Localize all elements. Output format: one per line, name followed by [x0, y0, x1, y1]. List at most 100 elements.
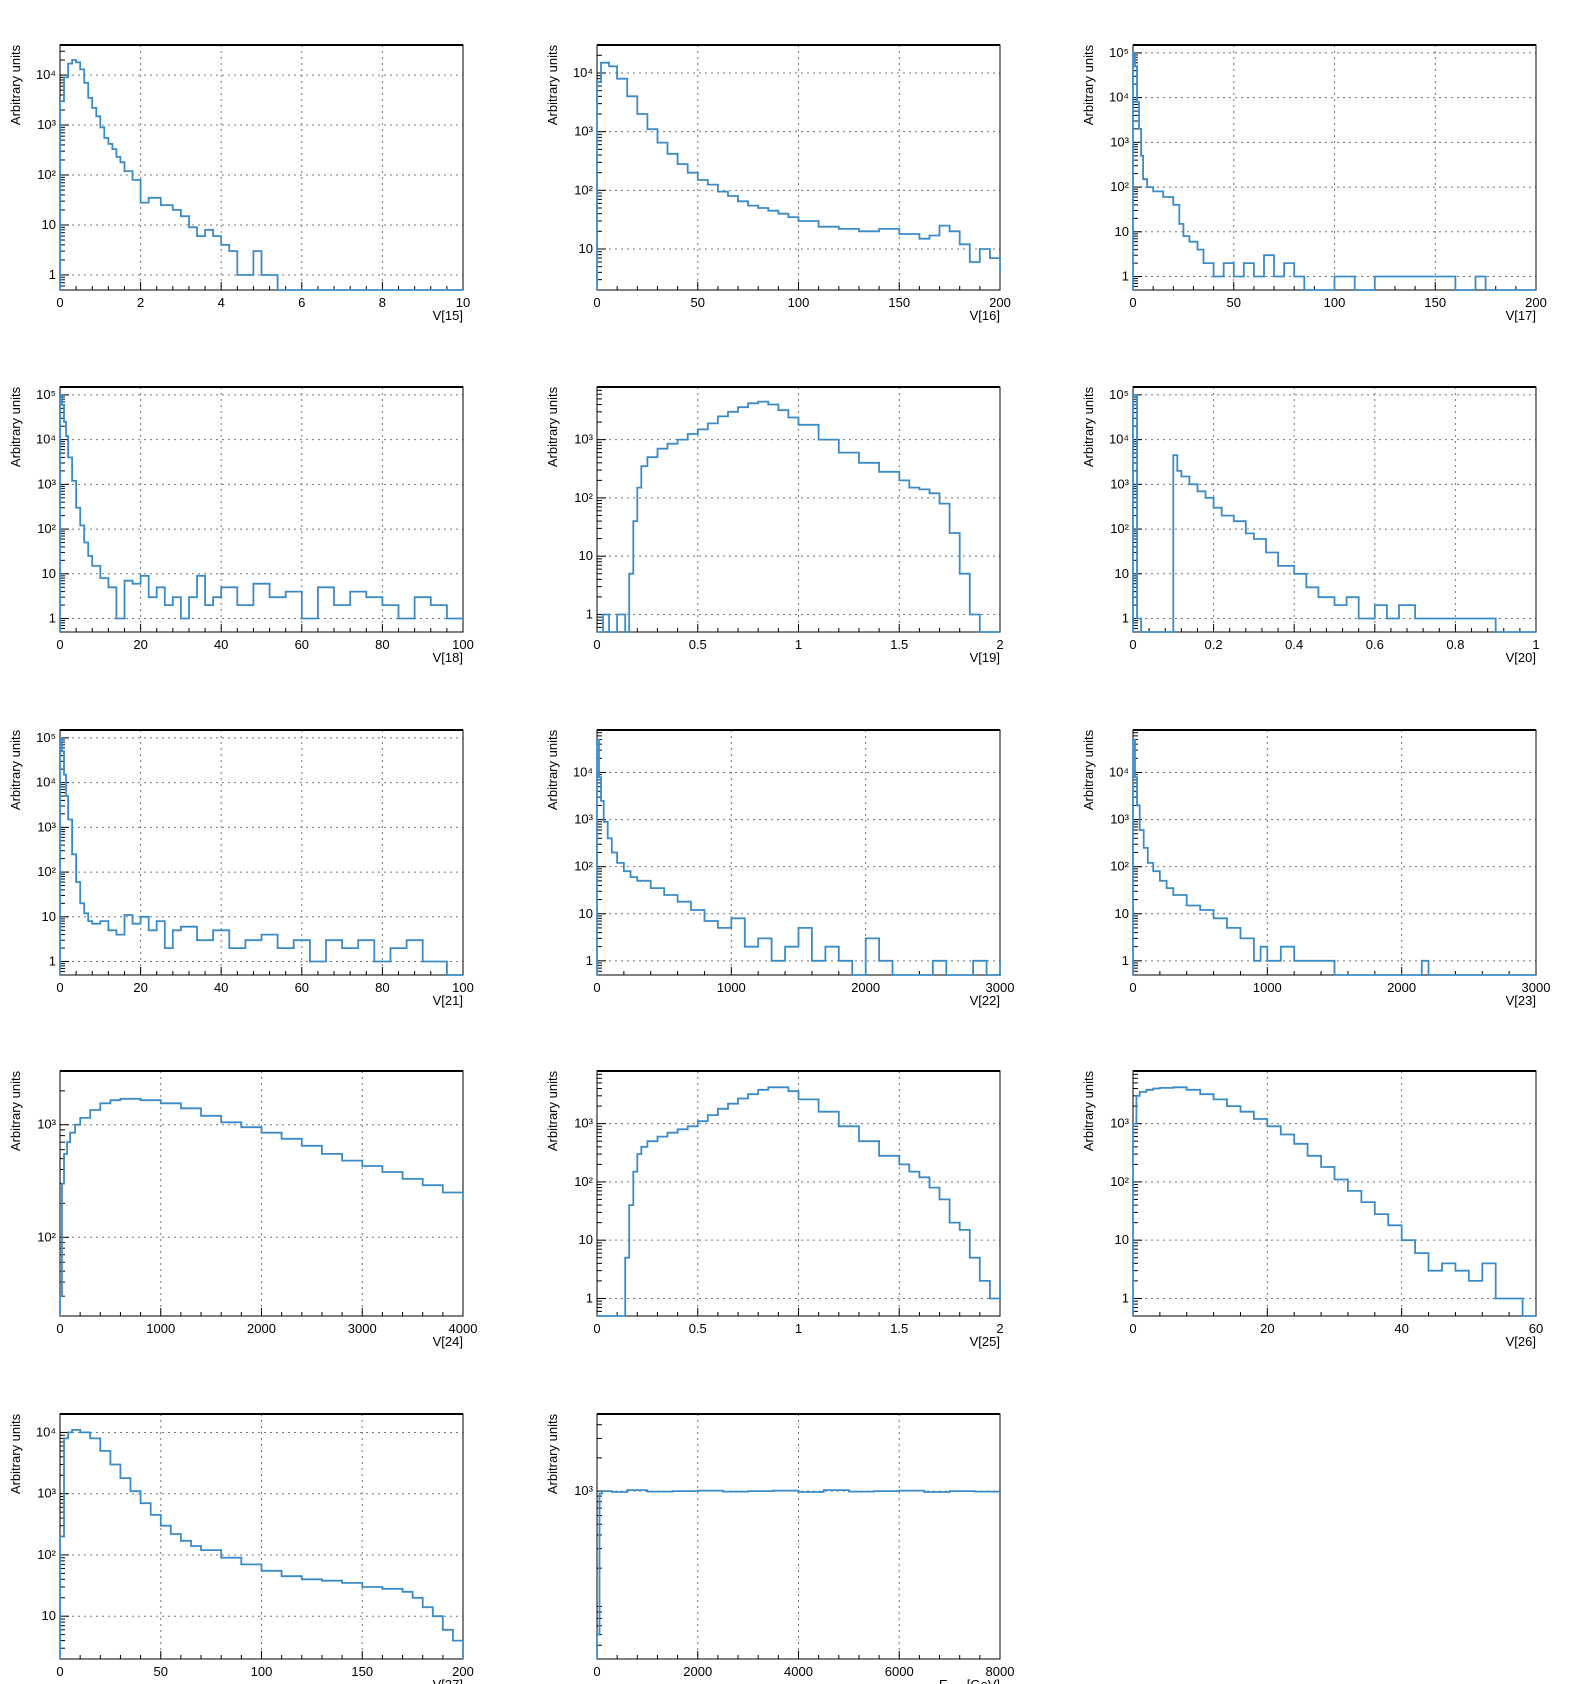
chart-panel-13: 0 50 100 150 200 10 10² 10³ 10⁴ Arbitrary units V[… — [8, 1413, 474, 1684]
x-tick-label: 100 — [1324, 295, 1346, 310]
y-tick-label: 10 — [42, 909, 56, 924]
y-axis-title: Arbitrary units — [1081, 44, 1096, 125]
x-tick-label: 4 — [218, 295, 225, 310]
y-tick-label: 10 — [42, 566, 56, 581]
y-tick-label: 10² — [1110, 1174, 1129, 1189]
y-tick-label: 10² — [574, 859, 593, 874]
x-tick-label: 0 — [56, 1664, 63, 1679]
x-tick-label: 2000 — [1387, 980, 1416, 995]
x-tick-label: 200 — [452, 1664, 474, 1679]
chart-panel-12: 0 20 40 60 1 10 10² 10³ Arbitrary units V[26] — [1081, 1070, 1543, 1349]
x-tick-label: 60 — [1529, 1321, 1543, 1336]
y-tick-label: 10 — [1115, 566, 1129, 581]
y-tick-label: 1 — [586, 1290, 593, 1305]
chart-panel-4: 0 20 40 60 80 100 1 10 10² 10³ 10⁴ 10⁵ Arbitrary uni… — [8, 386, 474, 665]
x-axis-title: V[21] — [433, 993, 463, 1008]
x-tick-label: 40 — [1394, 1321, 1408, 1336]
y-tick-label: 10⁴ — [573, 765, 593, 780]
y-axis-title: Arbitrary units — [8, 1070, 23, 1151]
chart-panel-11: 0 0.5 1 1.5 2 1 10 10² 10³ Arbitrary units V[25] — [545, 1070, 1004, 1349]
y-axis-title: Arbitrary units — [8, 386, 23, 467]
x-tick-label: 150 — [1424, 295, 1446, 310]
x-tick-label: 10 — [456, 295, 470, 310]
x-tick-label: 0 — [56, 295, 63, 310]
y-axis-title: Arbitrary units — [545, 1413, 560, 1494]
x-tick-label: 150 — [888, 295, 910, 310]
y-tick-label: 10³ — [37, 819, 56, 834]
x-tick-label: 0 — [1129, 637, 1136, 652]
x-tick-label: 20 — [133, 980, 147, 995]
y-tick-label: 1 — [49, 954, 56, 969]
y-tick-label: 10⁴ — [36, 1424, 56, 1439]
y-axis-title: Arbitrary units — [545, 1070, 560, 1151]
x-tick-label: 6 — [298, 295, 305, 310]
x-tick-label: 2000 — [851, 980, 880, 995]
histogram-series-line — [1132, 52, 1536, 291]
y-tick-label: 10⁵ — [1109, 387, 1129, 402]
x-tick-label: 0 — [56, 1321, 63, 1336]
chart-panel-3: 0 50 100 150 200 1 10 10² 10³ 10⁴ 10⁵ Arbitrary uni… — [1081, 44, 1547, 323]
y-tick-label: 10² — [37, 521, 56, 536]
y-tick-label: 10² — [1110, 859, 1129, 874]
x-axis-title: V[20] — [1506, 650, 1536, 665]
x-tick-label: 0.6 — [1366, 637, 1384, 652]
x-tick-label: 0 — [593, 637, 600, 652]
y-tick-label: 10⁴ — [1109, 432, 1129, 447]
y-tick-label: 10 — [1115, 224, 1129, 239]
x-tick-label: 100 — [452, 637, 474, 652]
y-tick-label: 10³ — [1110, 812, 1129, 827]
y-tick-label: 10³ — [37, 476, 56, 491]
y-tick-label: 10 — [579, 241, 593, 256]
y-axis-title: Arbitrary units — [8, 44, 23, 125]
y-tick-label: 10² — [1110, 521, 1129, 536]
y-axis-title: Arbitrary units — [1081, 1070, 1096, 1151]
x-tick-label: 80 — [375, 980, 389, 995]
histogram-series-line — [59, 1429, 464, 1659]
chart-panel-7: 0 20 40 60 80 100 1 10 10² 10³ 10⁴ 10⁵ Arbitrary uni… — [8, 729, 474, 1008]
x-tick-label: 0.5 — [689, 1321, 707, 1336]
y-axis-title: Arbitrary units — [1081, 386, 1096, 467]
y-tick-label: 10² — [574, 182, 593, 197]
x-tick-label: 0 — [593, 295, 600, 310]
x-axis-title: V[23] — [1506, 993, 1536, 1008]
y-tick-label: 10³ — [574, 432, 593, 447]
y-tick-label: 10⁴ — [1109, 765, 1129, 780]
y-tick-label: 10 — [579, 906, 593, 921]
y-tick-label: 10² — [37, 1229, 56, 1244]
x-tick-label: 3000 — [348, 1321, 377, 1336]
x-tick-label: 1 — [795, 1321, 802, 1336]
chart-panel-10: 0 1000 2000 3000 4000 10² 10³ Arbitrary units V[… — [8, 1070, 477, 1349]
x-tick-label: 60 — [295, 980, 309, 995]
chart-panel-8: 0 1000 2000 3000 1 10 10² 10³ 10⁴ Arbitrary units… — [545, 729, 1014, 1008]
chart-panel-14: 0 2000 4000 6000 8000 10³ Arbitrary units Etrue… — [545, 1413, 1014, 1684]
y-tick-label: 10² — [574, 1174, 593, 1189]
x-tick-label: 2 — [137, 295, 144, 310]
x-axis-title: V[25] — [970, 1334, 1000, 1349]
x-axis-title: V[17] — [1506, 308, 1536, 323]
x-tick-label: 2000 — [247, 1321, 276, 1336]
plot-frame — [1132, 386, 1537, 633]
x-tick-label: 1 — [795, 637, 802, 652]
plot-frame — [1132, 729, 1537, 976]
x-tick-label: 6000 — [885, 1664, 914, 1679]
histogram-series-line — [1132, 394, 1536, 633]
x-tick-label: 20 — [133, 637, 147, 652]
y-tick-label: 10² — [37, 167, 56, 182]
x-tick-label: 100 — [251, 1664, 273, 1679]
x-axis-title: V[22] — [970, 993, 1000, 1008]
y-tick-label: 10 — [1115, 1232, 1129, 1247]
y-axis-title: Arbitrary units — [545, 386, 560, 467]
x-tick-label: 60 — [295, 637, 309, 652]
x-tick-label: 2000 — [683, 1664, 712, 1679]
y-tick-label: 10² — [37, 1547, 56, 1562]
histogram-series-line — [59, 59, 463, 291]
x-tick-label: 0 — [1129, 980, 1136, 995]
x-tick-label: 0 — [56, 980, 63, 995]
histogram-series-line — [59, 1097, 464, 1316]
y-tick-label: 10 — [579, 1232, 593, 1247]
y-tick-label: 10³ — [37, 117, 56, 132]
y-tick-label: 10³ — [1110, 134, 1129, 149]
histogram-series-line — [597, 1086, 1001, 1317]
x-tick-label: 50 — [1227, 295, 1241, 310]
x-tick-label: 4000 — [449, 1321, 478, 1336]
